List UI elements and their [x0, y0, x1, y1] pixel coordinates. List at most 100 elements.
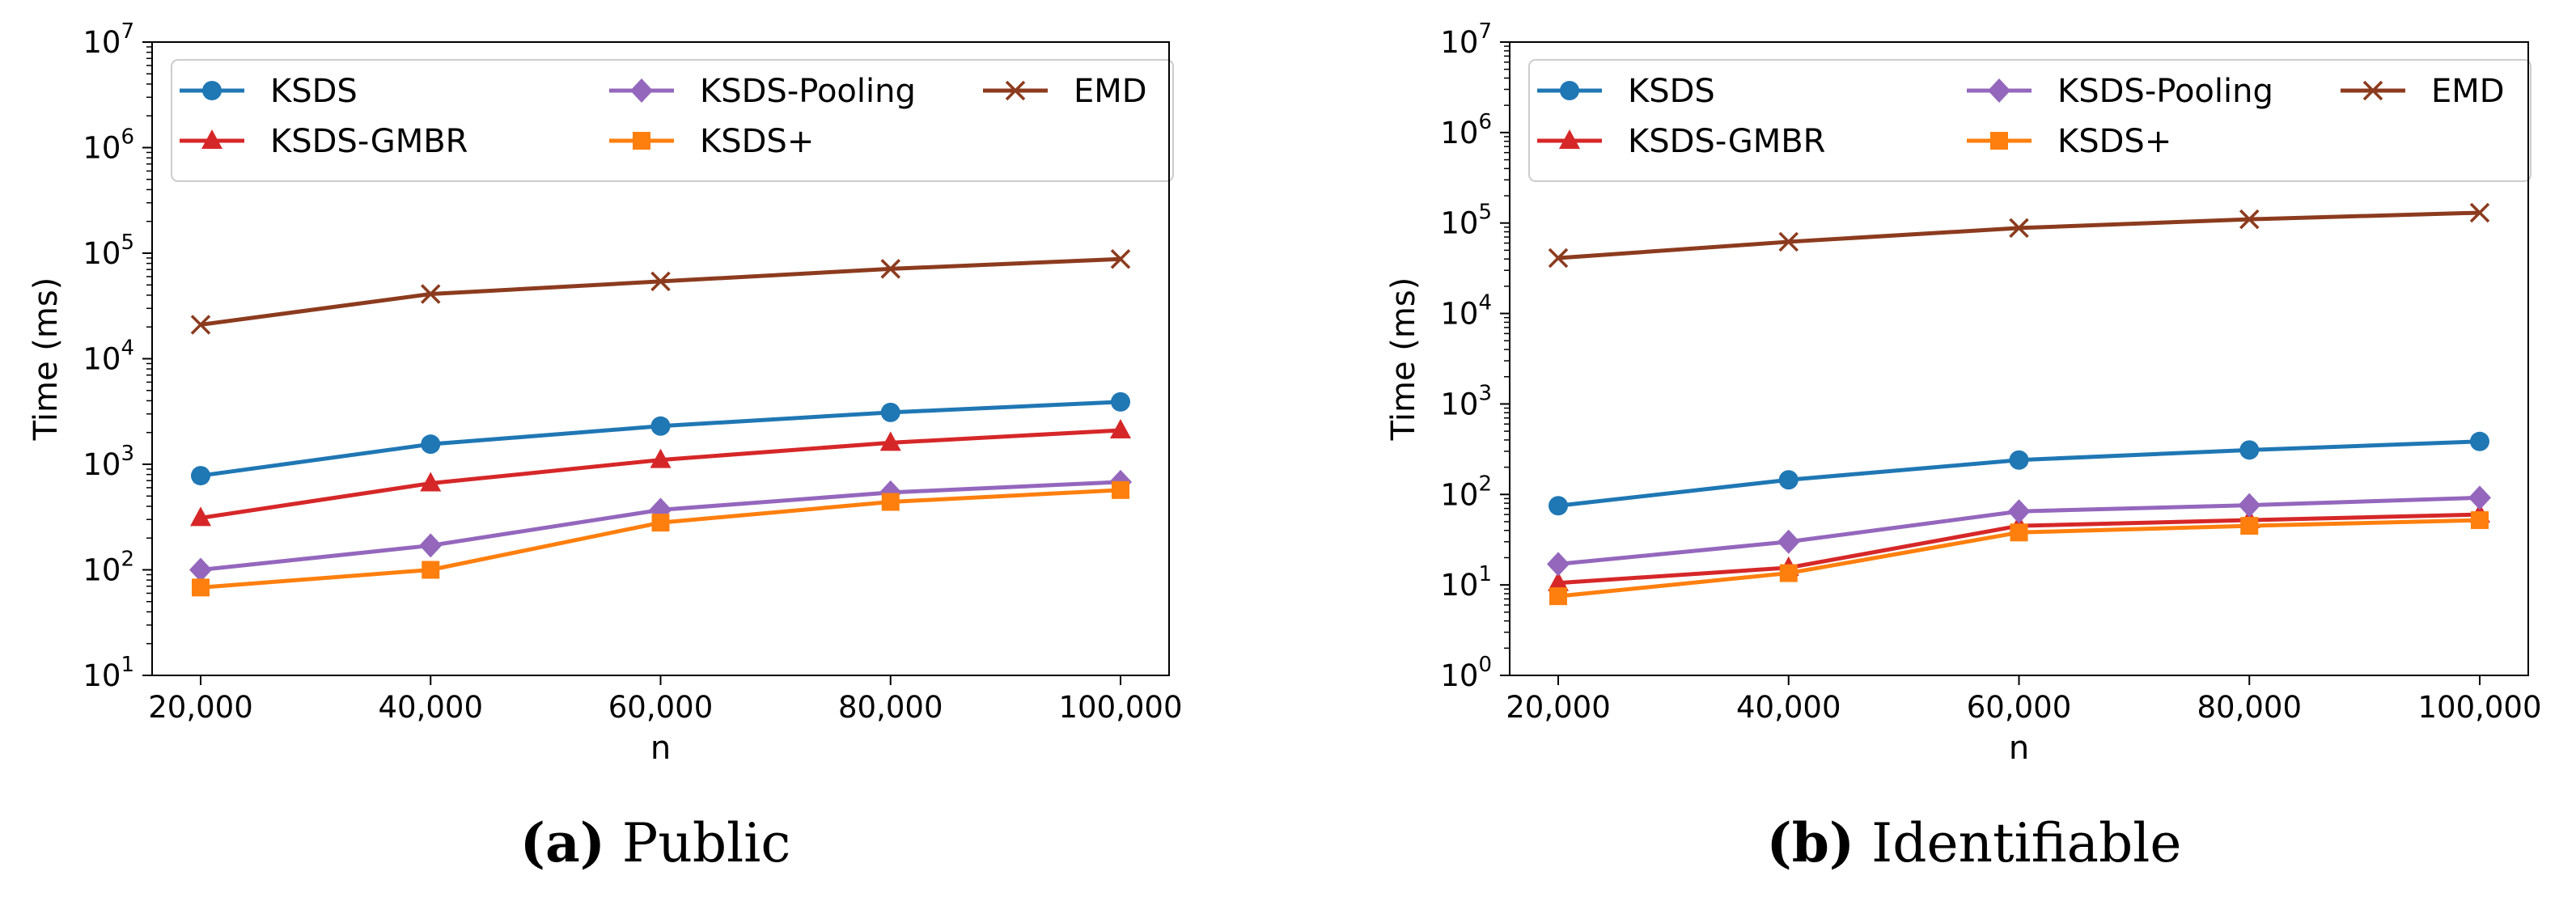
- legend-label: KSDS-GMBR: [270, 123, 468, 160]
- x-tick-label: 40,000: [379, 690, 483, 725]
- point-emd: [1110, 249, 1131, 269]
- caption: (a) Public: [520, 811, 791, 874]
- point-ksds: [650, 416, 671, 436]
- legend-marker: [1559, 129, 1580, 149]
- legend-marker: [1005, 80, 1026, 101]
- y-tick-label: 101: [83, 653, 134, 693]
- y-tick-label: 106: [83, 125, 134, 166]
- legend: KSDS KSDS-GMBR KSDS-Pooling KSDS+ EMD: [1528, 59, 2532, 182]
- legend-item-ksds-gmbr: KSDS-GMBR: [1537, 123, 1825, 160]
- plot-frame: [151, 41, 1170, 676]
- x-tick-label: 60,000: [608, 690, 713, 725]
- point-ksds-pooling: [2238, 493, 2261, 518]
- legend-label: KSDS+: [700, 123, 814, 160]
- legend-marker: [630, 78, 653, 103]
- point-emd: [421, 284, 441, 304]
- y-tick-label: 104: [1440, 291, 1492, 332]
- series-ksds-pooling: [1547, 485, 2491, 577]
- point-emd: [2469, 202, 2490, 223]
- y-tick-label: 102: [83, 548, 134, 588]
- legend-label: EMD: [2431, 73, 2505, 110]
- point-ksds: [1549, 587, 1567, 606]
- point-ksds-gmbr: [879, 431, 901, 451]
- point-ksds-pooling: [1547, 552, 1570, 577]
- legend-label: EMD: [1074, 73, 1147, 110]
- legend-marker: [1988, 78, 2010, 103]
- point-ksds: [192, 578, 210, 597]
- point-ksds: [2009, 450, 2029, 470]
- y-tick-label: 105: [1440, 201, 1492, 241]
- y-tick-label: 103: [1440, 381, 1492, 421]
- series-ksds: [191, 391, 1130, 486]
- legend-label: KSDS-Pooling: [700, 73, 916, 110]
- x-tick-label: 60,000: [1967, 690, 2071, 725]
- y-axis-label: Time (ms): [1385, 277, 1422, 442]
- legend-item-ksds-pooling: KSDS-Pooling: [609, 73, 916, 110]
- point-ksds: [1778, 470, 1799, 490]
- point-ksds-pooling: [2468, 485, 2491, 510]
- point-ksds-pooling: [419, 533, 443, 558]
- point-ksds: [422, 561, 440, 579]
- legend-marker: [1990, 132, 2008, 150]
- point-emd: [2009, 218, 2029, 239]
- y-tick-label: 106: [1440, 110, 1492, 150]
- point-ksds: [1111, 391, 1130, 412]
- x-tick-label: 100,000: [2417, 690, 2541, 725]
- point-ksds: [2239, 440, 2260, 460]
- x-tick-label: 80,000: [838, 690, 943, 725]
- legend-box: [1528, 59, 2532, 182]
- x-tick-label: 40,000: [1736, 690, 1841, 725]
- legend-item-emd: EMD: [2341, 73, 2505, 110]
- legend-label: KSDS-Pooling: [2057, 73, 2273, 110]
- y-tick-label: 107: [83, 19, 134, 60]
- point-ksds: [1549, 496, 1568, 516]
- point-ksds-gmbr: [420, 472, 442, 492]
- y-tick-label: 101: [1440, 562, 1492, 603]
- series-ksds-gmbr: [190, 418, 1131, 527]
- legend: KSDS KSDS-GMBR KSDS-Pooling KSDS+ EMD: [171, 59, 1174, 182]
- legend-label: KSDS+: [2057, 123, 2171, 160]
- series-ksds: [1549, 431, 2489, 516]
- legend-label: KSDS-GMBR: [1628, 123, 1825, 160]
- x-tick-label: 100,000: [1058, 690, 1182, 725]
- point-ksds: [2471, 511, 2489, 530]
- y-tick-label: 102: [1440, 472, 1492, 512]
- point-ksds: [1779, 564, 1798, 582]
- legend-box: [171, 59, 1174, 182]
- chart-panel-public: 101 102 103 104 105 106 107 20,000 40,000 60,000 8…: [28, 19, 1183, 874]
- point-emd: [1778, 231, 1799, 252]
- series-ksds: [1549, 511, 2489, 606]
- y-tick-label: 103: [83, 442, 134, 482]
- caption-letter: (b): [1767, 811, 1855, 874]
- point-ksds-pooling: [189, 557, 212, 582]
- legend-item-ksds: KSDS+: [609, 123, 814, 160]
- legend-item-emd: EMD: [983, 73, 1147, 110]
- legend-label: KSDS: [1628, 73, 1715, 110]
- caption-text: Public: [605, 812, 790, 874]
- point-ksds-pooling: [1777, 529, 1800, 554]
- legend-marker: [201, 129, 222, 149]
- point-ksds: [2240, 517, 2259, 535]
- series-emd: [1548, 202, 2490, 269]
- plot-frame: [1509, 41, 2529, 676]
- caption-letter: (a): [520, 811, 605, 874]
- y-tick-label: 104: [83, 336, 134, 377]
- point-emd: [190, 315, 211, 335]
- point-ksds-pooling: [2007, 499, 2031, 524]
- legend-label: KSDS: [270, 73, 358, 110]
- point-ksds-gmbr: [1110, 418, 1131, 438]
- point-ksds: [191, 466, 210, 486]
- legend-item-ksds: KSDS: [180, 73, 358, 110]
- x-axis-label: n: [650, 730, 671, 767]
- point-ksds-gmbr: [650, 448, 672, 468]
- point-ksds-gmbr: [190, 506, 211, 527]
- point-ksds: [421, 434, 441, 455]
- point-emd: [650, 271, 671, 292]
- point-ksds: [1112, 480, 1129, 499]
- y-tick-label: 105: [83, 231, 134, 271]
- legend-item-ksds-pooling: KSDS-Pooling: [1967, 73, 2273, 110]
- legend-marker: [633, 132, 650, 150]
- legend-item-ksds-gmbr: KSDS-GMBR: [180, 123, 468, 160]
- chart-panel-identifiable: 100 101 102 103 104 105 106 107 20,000 40,000 60,0…: [1385, 19, 2542, 874]
